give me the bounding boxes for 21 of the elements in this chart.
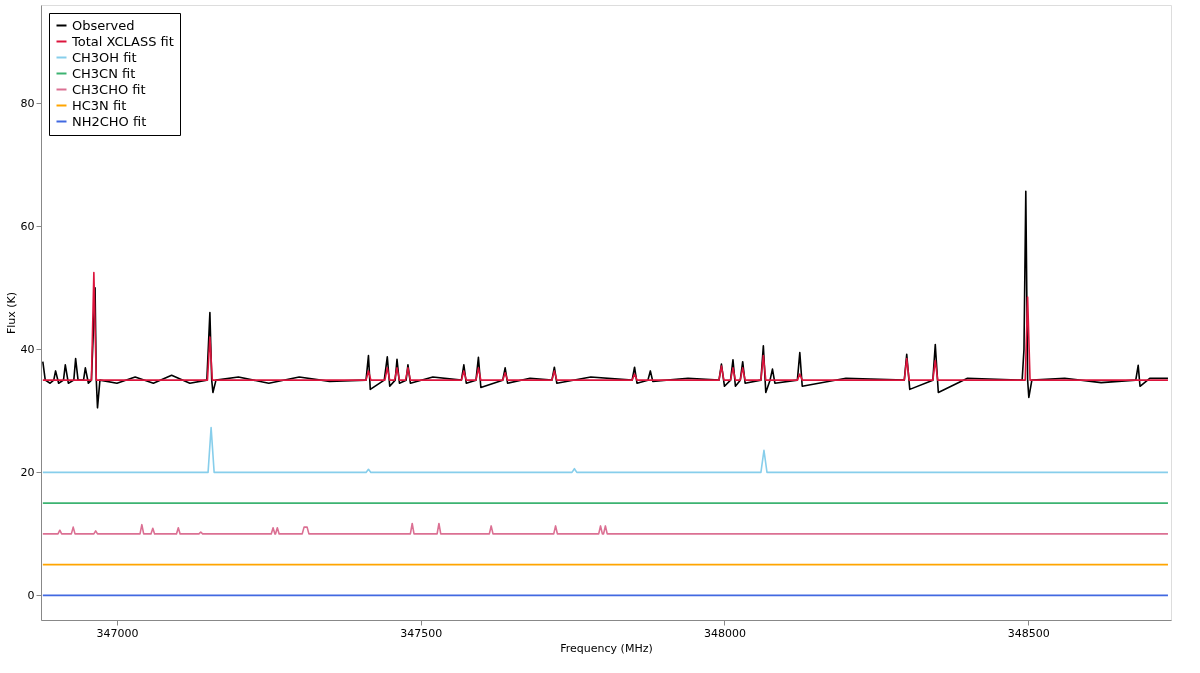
y-tick-label: 40	[20, 342, 35, 356]
y-axis-title: Flux (K)	[4, 291, 18, 335]
legend-label: CH3CHO fit	[72, 81, 146, 97]
line-series	[42, 426, 1169, 474]
x-tick-label: 347000	[96, 626, 139, 640]
legend-label: Total XCLASS fit	[71, 33, 174, 49]
y-tick-label: 60	[20, 219, 35, 233]
x-tick-label: 347500	[400, 626, 443, 640]
x-tick-label: 348500	[1007, 626, 1050, 640]
y-tick-label: 80	[20, 96, 35, 110]
y-tick-label: 20	[20, 465, 35, 479]
line-series	[42, 271, 1169, 381]
legend-label: CH3OH fit	[72, 49, 137, 65]
legend-label: Observed	[72, 17, 135, 33]
line-series	[42, 522, 1169, 535]
legend-label: CH3CN fit	[72, 65, 136, 81]
x-tick-label: 348000	[703, 626, 746, 640]
x-axis-title: Frequency (MHz)	[560, 641, 653, 655]
legend-label: HC3N fit	[72, 97, 127, 113]
legend-label: NH2CHO fit	[72, 113, 147, 129]
y-tick-label: 0	[27, 588, 35, 602]
